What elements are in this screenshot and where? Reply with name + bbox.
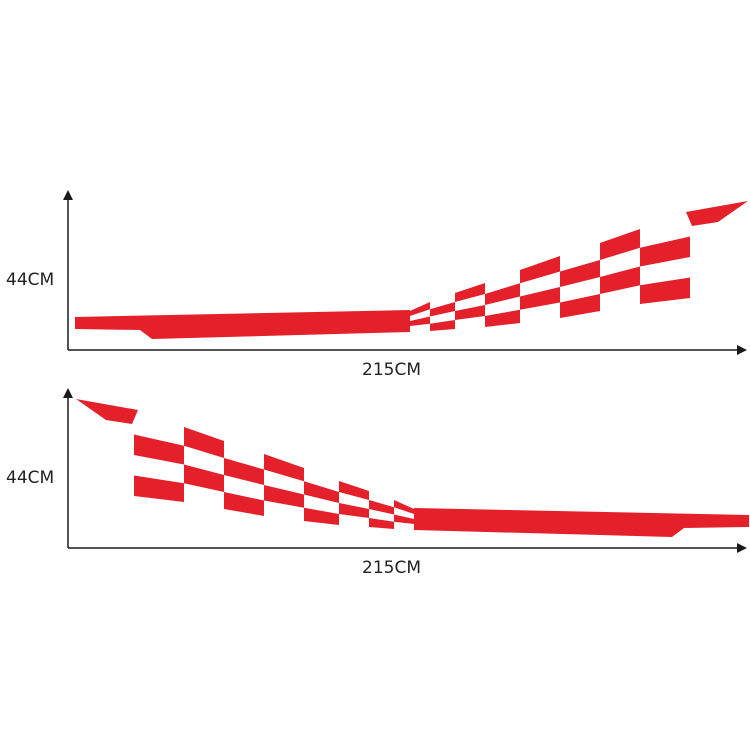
checker-square [134, 475, 184, 502]
checker-square [520, 287, 560, 310]
checker-square [430, 302, 455, 317]
checker-square [560, 294, 600, 318]
bottom-height-label: 44CM [6, 468, 54, 488]
checker-square [339, 481, 369, 500]
checker-square [304, 507, 339, 525]
checker-square [394, 500, 414, 514]
checker-square [184, 427, 224, 458]
checker-square [640, 236, 690, 267]
checker-square [304, 481, 339, 503]
decal-tip [686, 201, 748, 226]
checker-square [264, 485, 304, 508]
checker-square [430, 320, 455, 331]
checker-square [520, 256, 560, 284]
checker-square [455, 283, 485, 302]
top-width-label: 215CM [362, 360, 421, 380]
checker-square [410, 302, 430, 316]
top-height-label: 44CM [6, 270, 54, 290]
checker-square [560, 260, 600, 287]
checker-square [600, 266, 640, 294]
checker-square [224, 492, 264, 516]
decal-solid-stripe [75, 310, 410, 339]
checker-square [339, 503, 369, 518]
bottom-decal [76, 399, 749, 537]
checker-square [455, 305, 485, 320]
checker-square [394, 514, 414, 524]
bottom-width-label: 215CM [362, 558, 421, 578]
checker-square [134, 434, 184, 465]
bottom-diagram: 44CM 215CM [6, 388, 749, 578]
checker-square [640, 277, 690, 304]
checker-square [184, 464, 224, 492]
checker-square [264, 454, 304, 482]
checker-square [485, 309, 520, 327]
checker-square [369, 518, 394, 529]
checker-square [410, 316, 430, 326]
decal-tip [76, 399, 138, 424]
checker-square [600, 229, 640, 260]
checker-square [369, 500, 394, 515]
top-decal [75, 201, 748, 339]
top-diagram: 44CM 215CM [6, 190, 748, 380]
checker-square [485, 283, 520, 305]
checker-square [224, 458, 264, 485]
decal-solid-stripe [414, 508, 749, 537]
